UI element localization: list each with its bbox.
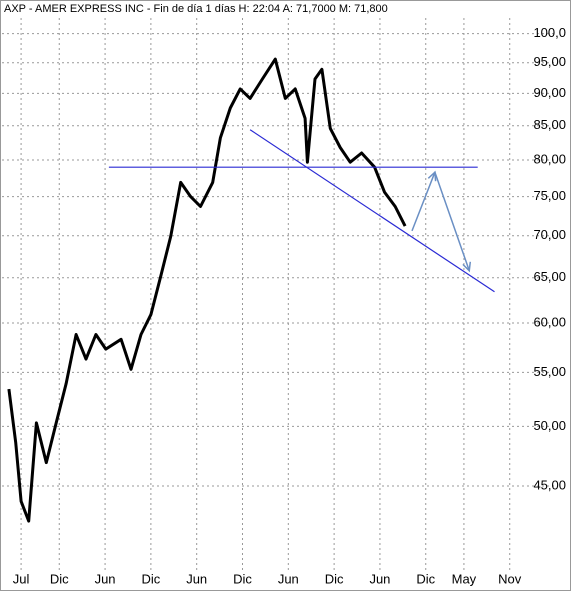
y-tick-label: 50,00 bbox=[533, 418, 566, 433]
y-tick-label: 60,00 bbox=[533, 314, 566, 329]
x-tick-label: Jun bbox=[278, 571, 299, 586]
arrow-head bbox=[427, 170, 437, 182]
x-tick-label: Dic bbox=[233, 571, 252, 586]
y-tick-label: 45,00 bbox=[533, 477, 566, 492]
y-tick-label: 95,00 bbox=[533, 54, 566, 69]
x-tick-label: Dic bbox=[416, 571, 435, 586]
x-tick-label: May bbox=[452, 571, 477, 586]
price-line bbox=[7, 57, 407, 523]
chart-title: AXP - AMER EXPRESS INC - Fin de día 1 dí… bbox=[4, 3, 388, 15]
x-tick-label: Jul bbox=[13, 571, 30, 586]
x-tick-label: Jun bbox=[186, 571, 207, 586]
annotation-line bbox=[249, 129, 495, 293]
x-tick-label: Nov bbox=[498, 571, 522, 586]
y-tick-label: 65,00 bbox=[533, 269, 566, 284]
y-tick-label: 70,00 bbox=[533, 227, 566, 242]
y-tick-label: 90,00 bbox=[533, 85, 566, 100]
x-tick-label: Jun bbox=[95, 571, 116, 586]
y-tick-label: 80,00 bbox=[533, 151, 566, 166]
x-tick-label: Jun bbox=[369, 571, 390, 586]
arrow-head bbox=[462, 261, 472, 273]
y-tick-label: 75,00 bbox=[533, 188, 566, 203]
y-tick-label: 85,00 bbox=[533, 117, 566, 132]
x-tick-label: Dic bbox=[50, 571, 69, 586]
title-box bbox=[2, 2, 362, 16]
y-tick-label: 100,0 bbox=[533, 25, 566, 40]
x-tick-label: Dic bbox=[141, 571, 160, 586]
x-tick-label: Dic bbox=[325, 571, 344, 586]
y-tick-label: 55,00 bbox=[533, 364, 566, 379]
